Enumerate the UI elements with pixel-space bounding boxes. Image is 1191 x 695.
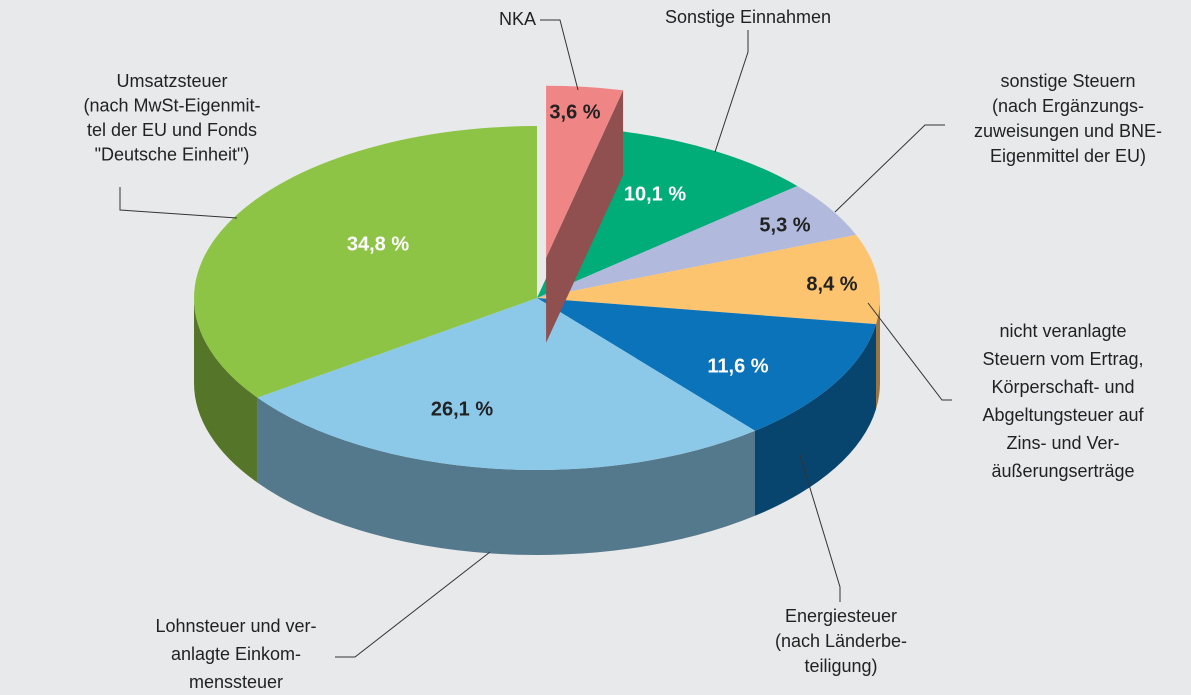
category-label-line: Lohnsteuer und ver- (155, 616, 316, 636)
data-label: 11,6 % (707, 355, 768, 377)
leader-line (799, 454, 841, 602)
category-label: Umsatzsteuer (nach MwSt-Eigenmit-tel der … (83, 71, 260, 165)
leader-line (119, 187, 238, 219)
category-label-line: (nach Ergänzungs- (992, 96, 1144, 116)
slice (257, 298, 755, 470)
data-label: 26,1 % (431, 398, 493, 420)
data-label: 34,8 % (347, 233, 409, 255)
category-label: sonstige Steuern (nach Ergänzungs-zuweisu… (974, 71, 1162, 166)
slice-side (257, 397, 755, 555)
category-label: Sonstige Einnahmen (665, 7, 831, 27)
category-label-line: anlagte Einkom- (171, 644, 301, 664)
category-label-line: menssteuer (189, 672, 283, 692)
category-label: Lohnsteuer und ver-anlagte Einkom-mensst… (155, 616, 316, 692)
category-label-line: Energiesteuer (785, 606, 897, 626)
category-label-line: Zins- und Ver- (1006, 433, 1119, 453)
category-label-line: (nach Länderbe- (775, 631, 907, 651)
slice (537, 298, 876, 431)
category-label-line: NKA (499, 9, 536, 29)
leader-line (335, 551, 491, 658)
category-label-line: teiligung) (804, 656, 877, 676)
slice (194, 126, 538, 398)
category-label-line: "Deutsche Einheit") (95, 144, 250, 164)
slice-side (194, 298, 258, 483)
leader-line (714, 30, 749, 153)
category-label-line: zuweisungen und BNE- (974, 121, 1162, 141)
category-label-line: Eigenmittel der EU) (990, 146, 1146, 166)
data-label: 8,4 % (806, 273, 857, 295)
category-label-line: (nach MwSt-Eigenmit- (83, 95, 260, 115)
category-label-line: Steuern vom Ertrag, (982, 349, 1143, 369)
leader-line (834, 124, 945, 213)
data-label: 3,6 % (549, 101, 600, 123)
category-label: nicht veranlagte Steuern vom Ertrag, Körpe… (982, 321, 1144, 481)
category-label-line: Umsatzsteuer (116, 71, 227, 91)
leader-line (867, 302, 952, 401)
category-label: NKA (499, 9, 536, 29)
category-label-line: Sonstige Einnahmen (665, 7, 831, 27)
slice (546, 85, 624, 258)
data-label: 5,3 % (759, 214, 810, 236)
category-label: Energiesteuer (nach Länderbe-teiligung) (775, 606, 907, 676)
category-label-line: Abgeltungsteuer auf (982, 405, 1144, 425)
slice (537, 186, 857, 298)
leader-line (540, 19, 579, 91)
category-label-line: sonstige Steuern (1000, 71, 1135, 91)
slice-side (876, 298, 880, 410)
slice-side (755, 324, 876, 516)
slice (537, 234, 880, 325)
data-label: 10,1 % (624, 183, 686, 205)
slice-side (546, 90, 624, 343)
category-label-line: äußerungserträge (991, 461, 1134, 481)
category-label-line: Körperschaft- und (991, 377, 1134, 397)
category-label-line: tel der EU und Fonds (87, 120, 257, 140)
category-label-line: nicht veranlagte (999, 321, 1126, 341)
